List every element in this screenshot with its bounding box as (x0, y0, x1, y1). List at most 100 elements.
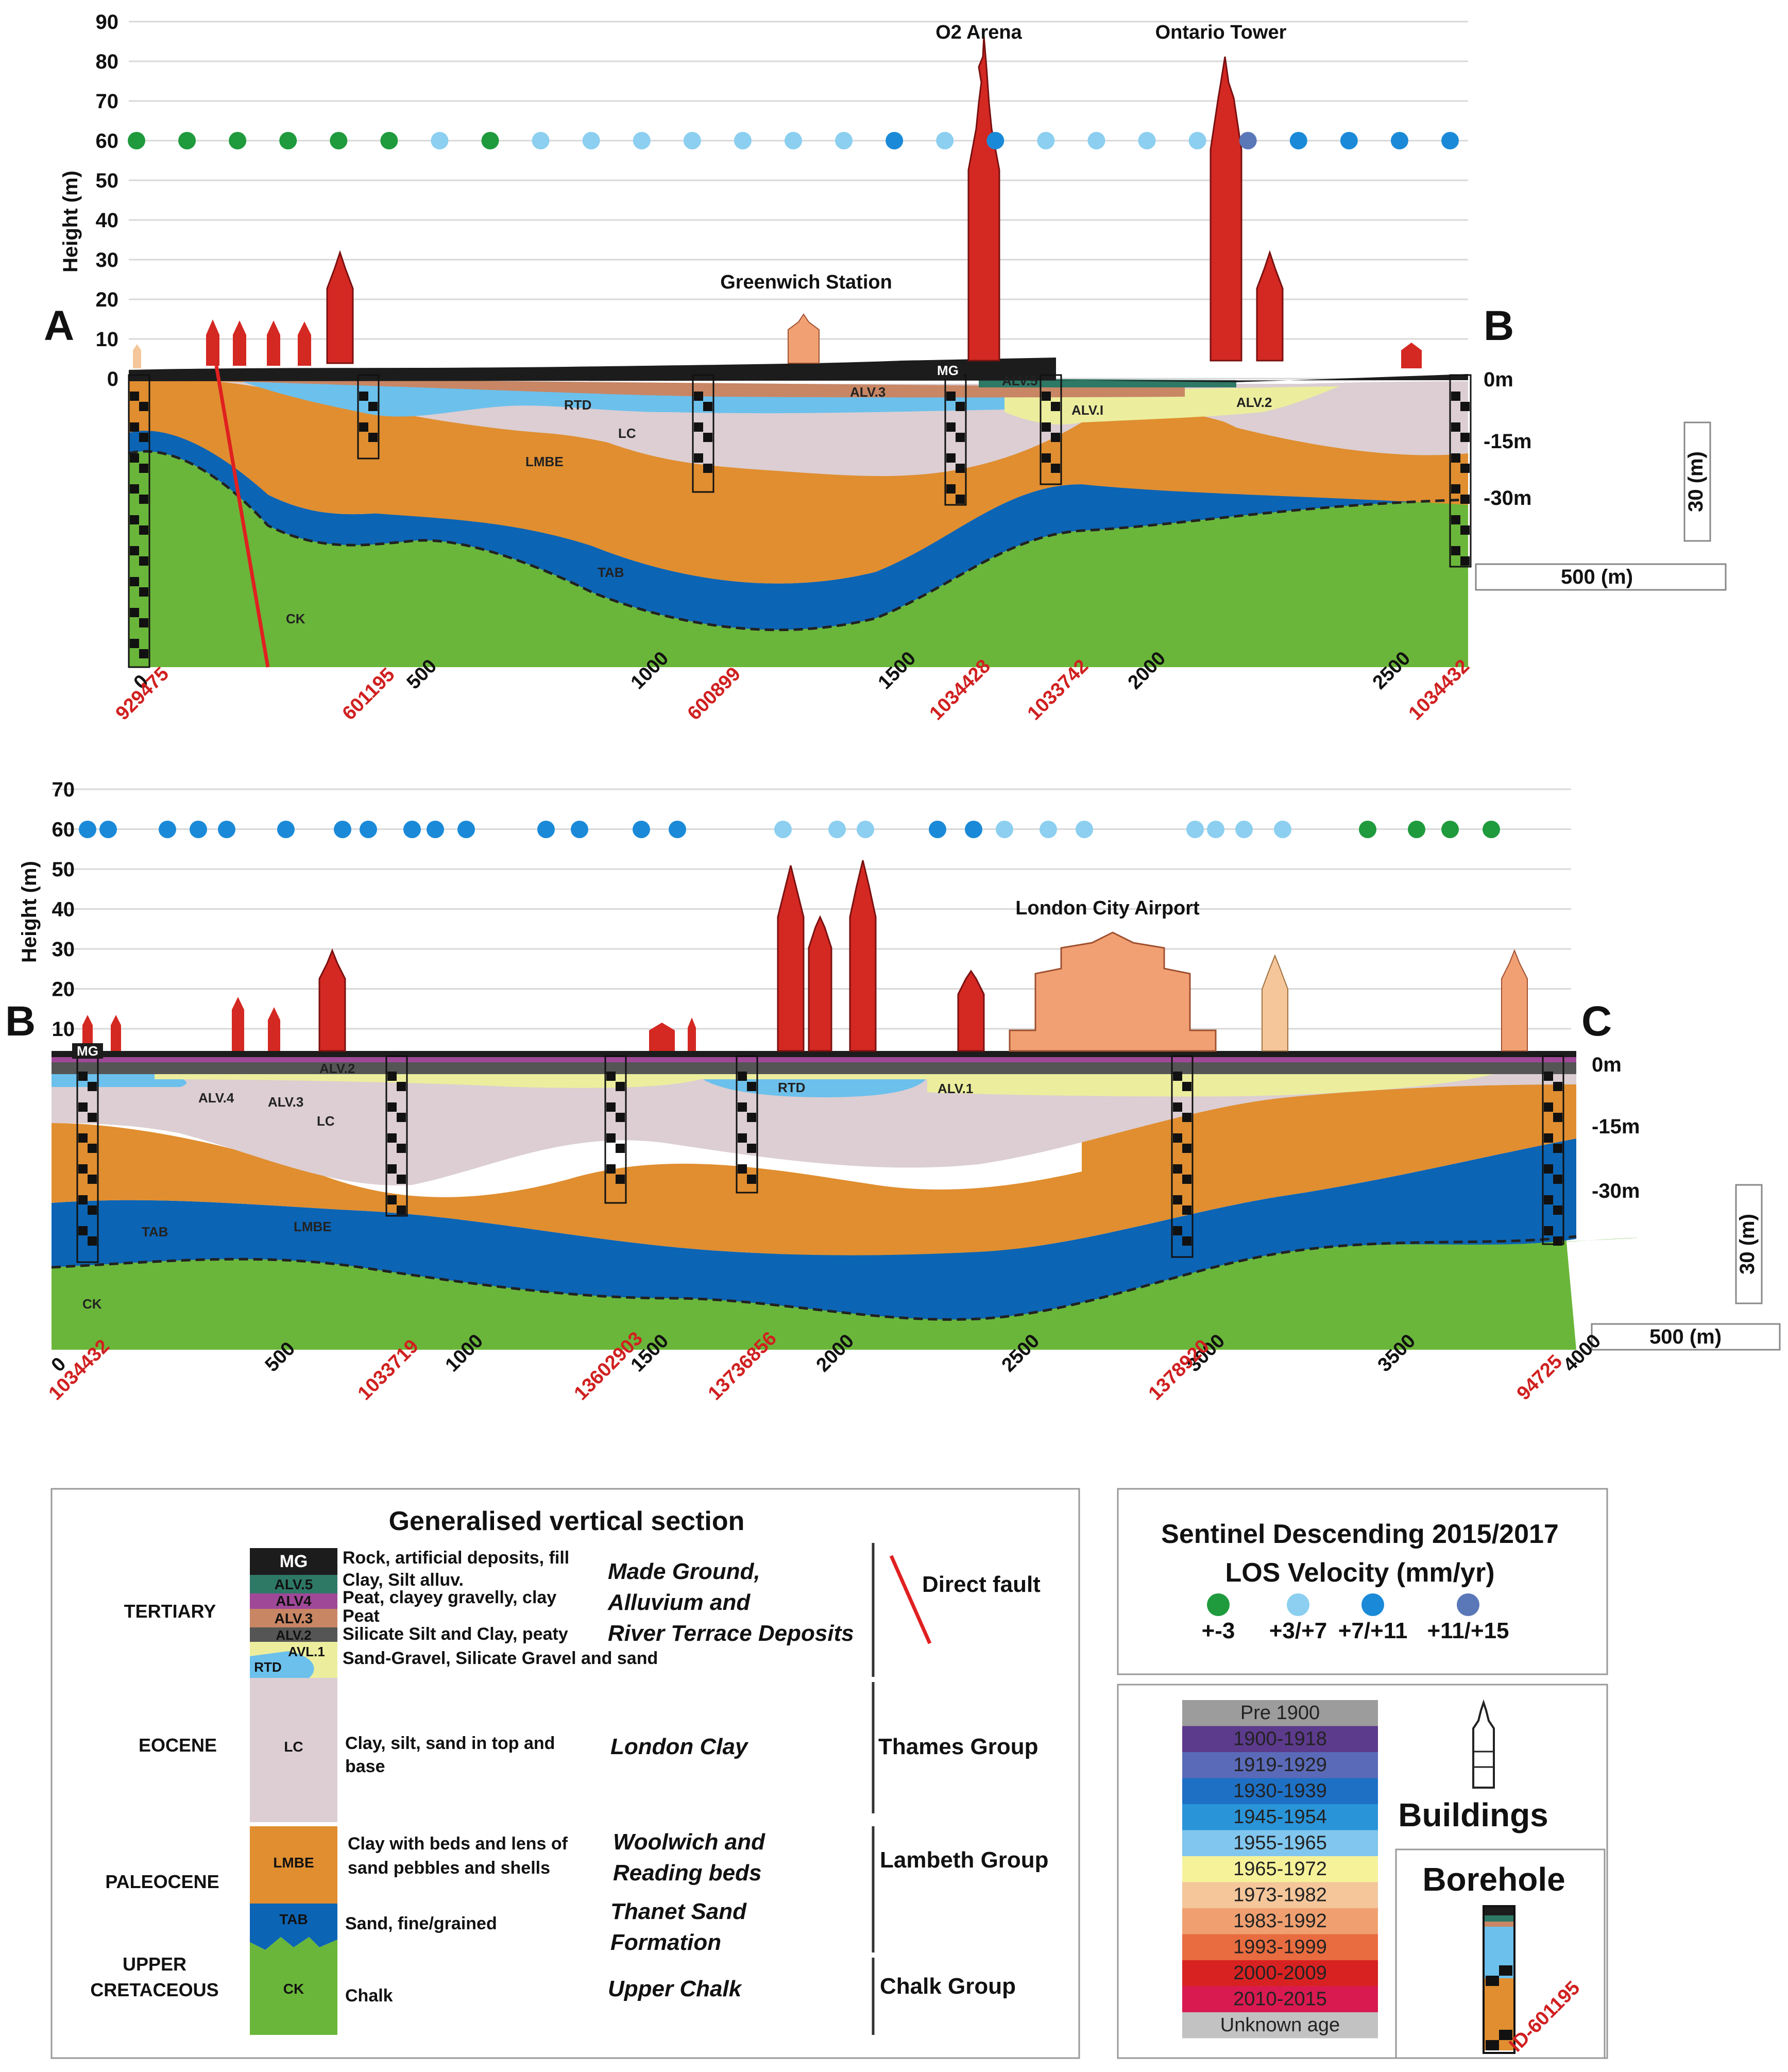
ab-borehole-mark (130, 453, 139, 463)
bc-y-tick: 20 (52, 978, 75, 1001)
ab-building-small-1 (206, 319, 219, 366)
legend-code-alv3: ALV.3 (275, 1610, 313, 1626)
bc-borehole-mark (387, 1195, 397, 1204)
ab-los-point (683, 132, 701, 149)
ab-borehole-mark (1460, 495, 1470, 504)
ab-borehole-mark (130, 608, 139, 617)
ab-borehole-mark (1042, 453, 1051, 463)
bc-los-point (1186, 821, 1204, 838)
legend-fault-symbol (889, 1555, 932, 1644)
ab-tab-boundary (128, 450, 1469, 632)
ab-los-point (229, 132, 247, 149)
bc-y-tick: 40 (52, 898, 75, 921)
bc-los-point (1076, 821, 1093, 838)
legend-age-label: 1919-1929 (1233, 1754, 1327, 1776)
ab-vertical-scale-label: 30 (m) (1684, 451, 1707, 512)
bc-label-alv4: ALV.4 (198, 1090, 234, 1106)
ab-borehole-mark (130, 515, 139, 524)
legend-age-label: 1955-1965 (1233, 1832, 1327, 1854)
legend-age-label: 1965-1972 (1233, 1858, 1327, 1880)
bc-building-small-6 (688, 1017, 696, 1051)
bc-los-point (190, 821, 207, 838)
ab-building-small-2 (233, 320, 246, 366)
ab-y-tick: 90 (96, 11, 119, 33)
ab-borehole-mark (1051, 433, 1060, 442)
ab-los-point (330, 132, 348, 149)
bc-building-tower-1 (777, 865, 805, 1052)
legend-section-title: Generalised vertical section (389, 1506, 745, 1536)
ab-los-point (734, 132, 752, 149)
bc-label-lmbe: LMBE (294, 1219, 332, 1234)
ab-borehole-label: 600899 (684, 663, 745, 724)
legend-code-alv2: ALV.2 (276, 1627, 311, 1643)
ab-borehole-mark (130, 639, 139, 648)
ab-y-tick: 80 (96, 50, 119, 73)
legend-era-cretaceous: CRETACEOUS (90, 1979, 218, 2000)
bc-los-point (571, 821, 588, 838)
legend-desc-alv4: Peat, clayey gravelly, clay (343, 1588, 556, 1607)
ab-label-alv3: ALV.3 (850, 384, 886, 400)
ab-landmark-greenwich-station: Greenwich Station (720, 271, 892, 293)
legend-name-tertiary-2: Alluvium and (607, 1590, 751, 1615)
legend-age-swatch (1182, 2012, 1378, 2039)
bc-los-point (427, 821, 444, 838)
bc-los-point (334, 821, 351, 838)
legend-age-label: 1900-1918 (1233, 1728, 1327, 1750)
ab-building-greenwich-station (788, 313, 820, 364)
legend-eras: TERTIARY EOCENE PALEOCENE UPPER CRETACEO… (90, 1601, 219, 2000)
ab-borehole-mark (139, 495, 148, 504)
ab-y-tick: 0 (107, 368, 118, 390)
ab-los-point (582, 132, 600, 149)
legend-fault-label: Direct fault (922, 1572, 1041, 1597)
bc-label-rtd: RTD (778, 1080, 805, 1095)
bc-borehole-mark (387, 1133, 397, 1143)
bc-borehole-mark (88, 1175, 97, 1184)
ab-horizontal-scale-label: 500 (m) (1561, 566, 1633, 588)
bc-y-axis-label: Height (m) (18, 861, 41, 963)
legend-name-lmbe-2: Reading beds (613, 1860, 762, 1886)
bc-los-point (929, 821, 946, 838)
bc-lmbe-upper (1082, 1082, 1576, 1175)
bc-borehole-mark (397, 1205, 406, 1215)
legend-los-label: +3/+7 (1269, 1618, 1327, 1643)
ab-borehole (357, 374, 380, 460)
ab-los-point (936, 132, 954, 149)
bc-building-small-4 (111, 1015, 121, 1051)
buildings-icon (1472, 1699, 1495, 1789)
legend-name-tertiary-3: River Terrace Deposits (608, 1621, 854, 1646)
legend-code-ck: CK (283, 1981, 304, 1997)
bc-building-tower-2 (808, 915, 832, 1052)
bc-borehole-mark (88, 1144, 97, 1153)
legend-group-lambeth: Lambeth Group (880, 1847, 1049, 1873)
ab-label-mg: MG (937, 363, 959, 378)
bc-borehole-columns (76, 1055, 1564, 1263)
bc-borehole-mark (1553, 1082, 1562, 1091)
bc-depth-0: 0m (1592, 1054, 1622, 1076)
legend-desc-lc-2: base (345, 1757, 385, 1776)
bc-depth-15: -15m (1592, 1115, 1640, 1138)
ab-borehole-mark (956, 402, 965, 411)
legend-group-thames: Thames Group (878, 1734, 1038, 1759)
bc-borehole-mark (747, 1082, 756, 1091)
bc-los-points (79, 821, 1500, 838)
bc-borehole-mark (397, 1175, 406, 1184)
legend-name-lmbe-1: Woolwich and (613, 1829, 765, 1855)
bc-alv1-layer (155, 1072, 1494, 1097)
ab-borehole-label: 929475 (112, 663, 173, 724)
ab-los-point (1390, 132, 1408, 149)
bc-borehole-mark (1553, 1175, 1562, 1184)
legend-los-label: +11/+15 (1427, 1618, 1509, 1643)
bc-building-beige-2 (1501, 949, 1528, 1051)
ab-borehole (692, 374, 714, 493)
ab-los-point (1037, 132, 1055, 149)
ab-borehole-mark (1460, 525, 1470, 535)
bc-grid: 70 60 50 40 30 20 10 (52, 778, 1571, 1041)
bc-borehole-mark (1173, 1072, 1182, 1081)
bc-borehole-mark (1553, 1144, 1562, 1153)
bc-borehole-mark (616, 1175, 625, 1184)
bc-los-point (1207, 821, 1224, 838)
ab-building-ontario-tower (1210, 56, 1242, 362)
legend-desc-alv5: Clay, Silt alluv. (343, 1570, 464, 1590)
ab-los-point (1138, 132, 1156, 149)
